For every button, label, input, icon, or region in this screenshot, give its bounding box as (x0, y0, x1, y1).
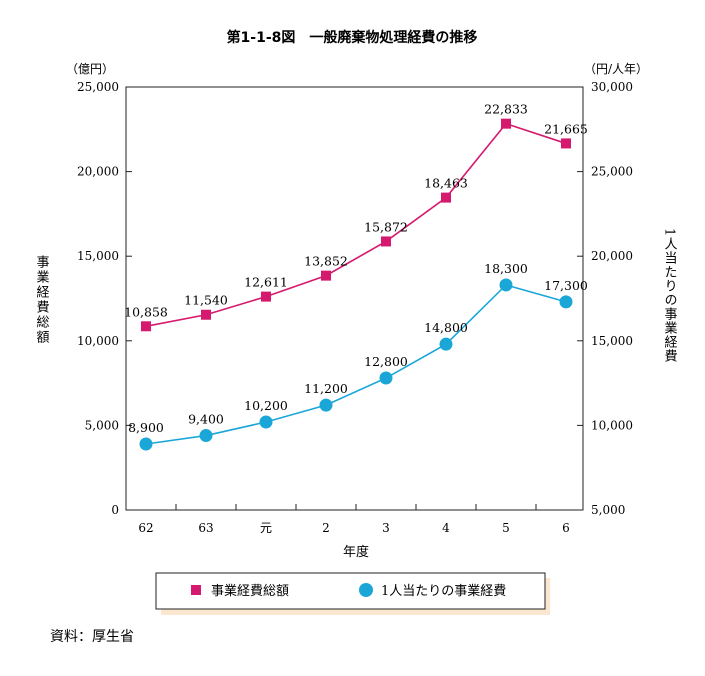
data-label-per-capita: 18,300 (484, 261, 528, 276)
right-axis: 5,000 10,000 15,000 20,000 25,000 30,000 (577, 80, 633, 517)
data-point-total (561, 138, 571, 149)
plot-frame (125, 86, 584, 511)
right-axis-title: 1人当たりの事業経費 (662, 228, 678, 363)
data-label-per-capita: 11,200 (304, 381, 348, 396)
x-axis-title: 年度 (343, 544, 369, 560)
data-point-per-capita (439, 337, 453, 351)
data-label-total: 10,858 (124, 304, 168, 319)
data-label-per-capita: 9,400 (188, 412, 224, 427)
data-label-per-capita: 14,800 (424, 320, 468, 335)
right-tick-label: 25,000 (591, 165, 633, 179)
right-tick-label: 30,000 (591, 80, 633, 94)
data-label-per-capita: 12,800 (364, 354, 408, 369)
left-tick-label: 25,000 (77, 80, 119, 94)
left-axis-unit: （億円） (66, 62, 114, 76)
data-point-total (381, 236, 391, 247)
data-point-per-capita (139, 437, 153, 451)
x-tick-label: 62 (138, 521, 153, 535)
chart-title: 第1-1-8図 一般廃棄物処理経費の推移 (227, 29, 478, 46)
x-axis: 62 63 元 2 3 4 5 6 (138, 504, 570, 535)
data-label-total: 18,463 (424, 176, 468, 191)
data-label-per-capita: 17,300 (544, 278, 588, 293)
right-tick-label: 10,000 (591, 418, 633, 432)
x-tick-label: 3 (382, 521, 390, 535)
left-tick-label: 0 (111, 503, 119, 517)
series-per-capita: 8,900 9,400 10,200 11,200 12,800 14,800 18,300… (128, 261, 588, 451)
data-label-total: 15,872 (364, 219, 408, 234)
data-label-per-capita: 8,900 (128, 420, 164, 435)
left-tick-label: 15,000 (77, 249, 119, 263)
data-point-per-capita (379, 371, 393, 385)
x-tick-label: 2 (322, 521, 330, 535)
legend-label-per-capita: 1人当たりの事業経費 (381, 583, 506, 599)
legend-marker-total (191, 585, 201, 595)
left-tick-label: 20,000 (77, 165, 119, 179)
data-point-total (201, 309, 211, 320)
right-tick-label: 15,000 (591, 334, 633, 348)
data-point-total (261, 291, 271, 302)
data-label-total: 22,833 (484, 102, 528, 117)
legend-label-total: 事業経費総額 (211, 583, 289, 599)
data-point-per-capita (499, 278, 513, 292)
left-axis: 0 5,000 10,000 15,000 20,000 25,000 (77, 80, 132, 517)
data-point-total (441, 192, 451, 203)
data-point-total (501, 118, 511, 129)
data-label-total: 13,852 (304, 254, 348, 269)
series-line-total (145, 122, 567, 328)
left-tick-label: 5,000 (85, 418, 119, 432)
legend-marker-per-capita (359, 583, 373, 597)
x-tick-label: 4 (442, 521, 450, 535)
right-tick-label: 5,000 (591, 503, 625, 517)
x-tick-label: 6 (562, 521, 570, 535)
data-point-per-capita (319, 398, 333, 412)
data-point-per-capita (199, 429, 213, 443)
legend-box (155, 572, 546, 610)
x-tick-label: 5 (502, 521, 510, 535)
x-tick-label: 元 (260, 521, 272, 535)
data-point-per-capita (259, 415, 273, 429)
right-tick-label: 20,000 (591, 249, 633, 263)
data-label-total: 12,611 (244, 275, 288, 290)
data-point-total (321, 270, 331, 281)
left-axis-title: 事業経費総額 (34, 255, 50, 345)
data-point-total (141, 321, 151, 332)
legend: 事業経費総額 1人当たりの事業経費 (155, 572, 550, 615)
series-line-per-capita (145, 284, 567, 445)
series-total: 10,858 11,540 12,611 13,852 15,872 18,463 22,8… (124, 102, 588, 332)
data-label-per-capita: 10,200 (244, 398, 288, 413)
data-label-total: 11,540 (184, 293, 228, 308)
right-axis-unit: （円/人年） (584, 62, 648, 76)
x-tick-label: 63 (198, 521, 213, 535)
left-tick-label: 10,000 (77, 334, 119, 348)
data-point-per-capita (559, 295, 573, 309)
data-label-total: 21,665 (544, 121, 588, 136)
source-note: 資料：厚生省 (50, 629, 134, 645)
